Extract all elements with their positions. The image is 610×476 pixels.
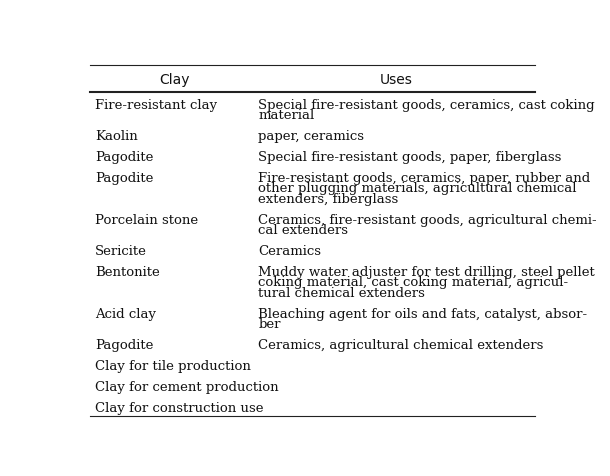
Text: tural chemical extenders: tural chemical extenders (258, 286, 425, 299)
Text: Acid clay: Acid clay (95, 307, 156, 320)
Text: Fire-resistant clay: Fire-resistant clay (95, 99, 217, 111)
Text: Clay for cement production: Clay for cement production (95, 380, 279, 393)
Text: Pagodite: Pagodite (95, 338, 154, 351)
Text: Clay for tile production: Clay for tile production (95, 359, 251, 372)
Text: Uses: Uses (380, 72, 413, 87)
Text: paper, ceramics: paper, ceramics (258, 130, 364, 143)
Text: Special fire-resistant goods, ceramics, cast coking: Special fire-resistant goods, ceramics, … (258, 99, 595, 111)
Text: other plugging materials, agricultural chemical: other plugging materials, agricultural c… (258, 182, 577, 195)
Text: Special fire-resistant goods, paper, fiberglass: Special fire-resistant goods, paper, fib… (258, 151, 562, 164)
Text: coking material, cast coking material, agricul-: coking material, cast coking material, a… (258, 276, 569, 289)
Text: Bentonite: Bentonite (95, 266, 160, 278)
Text: Clay for construction use: Clay for construction use (95, 401, 264, 414)
Text: cal extenders: cal extenders (258, 224, 348, 237)
Text: Pagodite: Pagodite (95, 151, 154, 164)
Text: ber: ber (258, 317, 281, 330)
Text: material: material (258, 109, 315, 122)
Text: Fire-resistant goods, ceramics, paper, rubber and: Fire-resistant goods, ceramics, paper, r… (258, 172, 590, 185)
Text: Ceramics, fire-resistant goods, agricultural chemi-: Ceramics, fire-resistant goods, agricult… (258, 213, 597, 226)
Text: Ceramics: Ceramics (258, 245, 321, 258)
Text: Porcelain stone: Porcelain stone (95, 213, 198, 226)
Text: Sericite: Sericite (95, 245, 147, 258)
Text: Bleaching agent for oils and fats, catalyst, absor-: Bleaching agent for oils and fats, catal… (258, 307, 587, 320)
Text: Ceramics, agricultural chemical extenders: Ceramics, agricultural chemical extender… (258, 338, 544, 351)
Text: Pagodite: Pagodite (95, 172, 154, 185)
Text: Muddy water adjuster for test drilling, steel pellet: Muddy water adjuster for test drilling, … (258, 266, 595, 278)
Text: extenders, fiberglass: extenders, fiberglass (258, 192, 398, 205)
Text: Clay: Clay (159, 72, 190, 87)
Text: Kaolin: Kaolin (95, 130, 138, 143)
